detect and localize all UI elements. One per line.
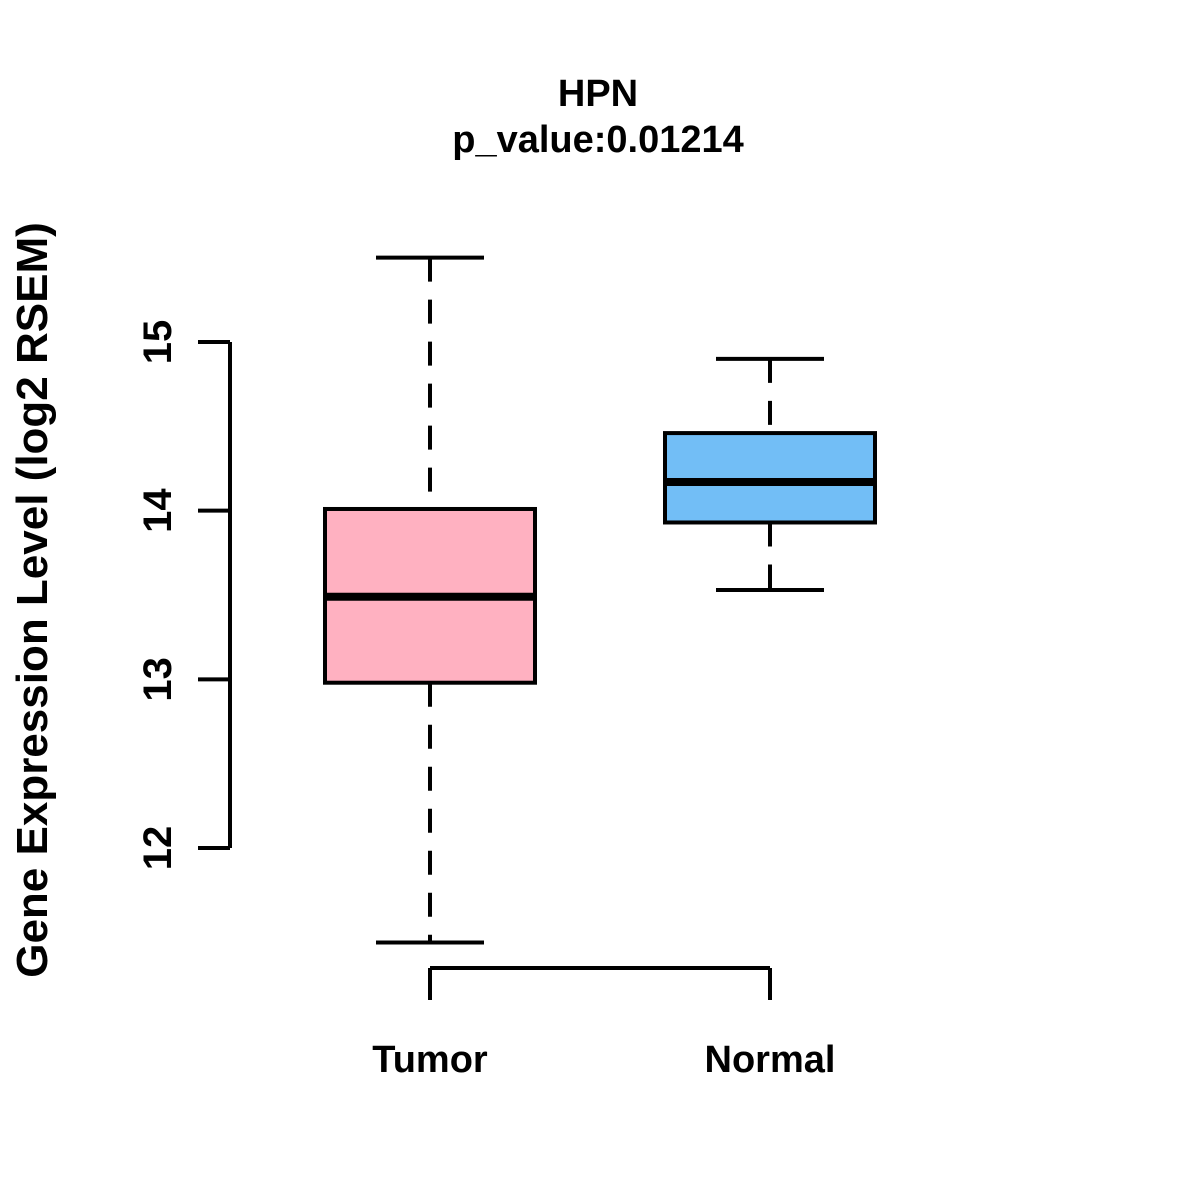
y-tick-label-12: 12 bbox=[136, 826, 180, 871]
y-tick-label-13: 13 bbox=[136, 657, 180, 702]
y-tick-label-14: 14 bbox=[136, 488, 180, 533]
category-label-normal: Normal bbox=[705, 1039, 836, 1081]
p-value-label: p_value:0.01214 bbox=[452, 119, 744, 161]
box-normal bbox=[663, 431, 877, 525]
chart-title: HPN bbox=[557, 73, 639, 115]
y-tick-label-15: 15 bbox=[136, 320, 180, 365]
category-label-tumor: Tumor bbox=[372, 1039, 488, 1081]
